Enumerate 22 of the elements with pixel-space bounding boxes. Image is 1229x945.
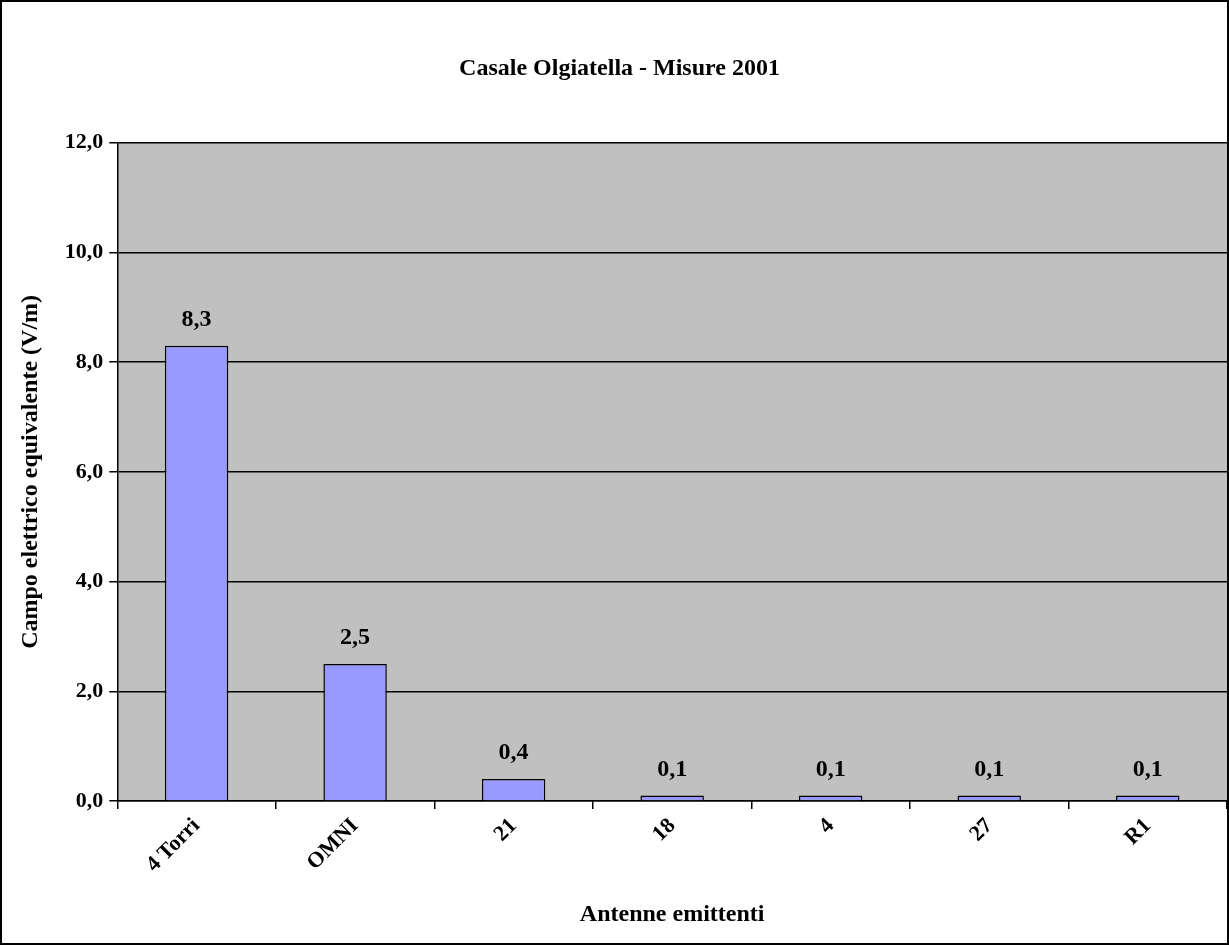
- y-axis-title: Campo elettrico equivalente (V/m): [15, 294, 42, 649]
- data-label: 2,5: [340, 623, 371, 650]
- y-tick-label: 8,0: [75, 347, 104, 373]
- x-tick-label: R1: [1118, 812, 1156, 849]
- x-tick-label: 27: [963, 812, 997, 846]
- y-tick-label: 10,0: [64, 238, 104, 264]
- x-tick-label: 18: [646, 812, 680, 846]
- chart-title: Casale Olgiatella - Misure 2001: [459, 53, 780, 80]
- y-tick-label: 4,0: [75, 567, 104, 593]
- y-tick-label: 12,0: [64, 128, 104, 154]
- x-tick-label: 4: [812, 812, 839, 838]
- y-tick-label: 0,0: [75, 786, 104, 812]
- data-label: 0,1: [815, 754, 846, 781]
- data-label: 0,1: [974, 754, 1005, 781]
- x-axis-title: Antenne emittenti: [579, 899, 765, 926]
- data-label: 8,3: [181, 304, 212, 331]
- x-tick-label: 21: [487, 812, 522, 846]
- data-label: 0,1: [1132, 754, 1163, 781]
- y-tick-label: 2,0: [75, 676, 104, 702]
- y-tick-label: 6,0: [75, 457, 104, 483]
- data-label: 0,1: [657, 754, 688, 781]
- data-label: 0,4: [498, 738, 529, 765]
